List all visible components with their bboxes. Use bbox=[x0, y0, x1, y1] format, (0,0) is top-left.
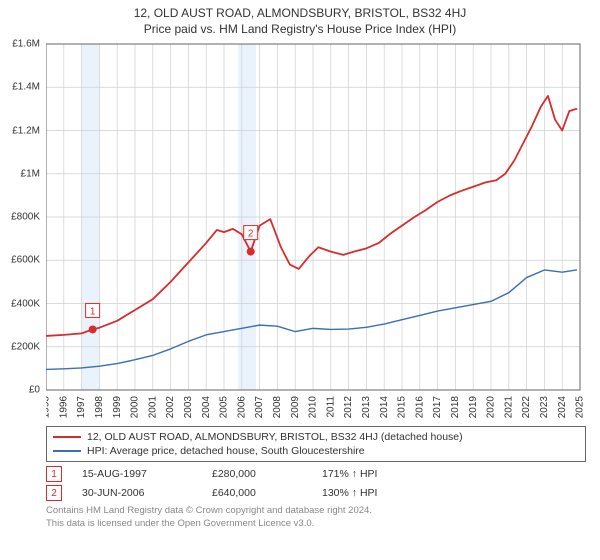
x-tick-label: 2013 bbox=[361, 396, 372, 419]
x-tick-label: 2016 bbox=[414, 396, 425, 419]
x-tick-label: 2010 bbox=[308, 396, 319, 419]
legend-swatch bbox=[53, 450, 81, 452]
x-tick-label: 2024 bbox=[557, 396, 568, 419]
y-tick-label: £400K bbox=[11, 298, 40, 309]
sale-marker-number: 1 bbox=[90, 306, 96, 317]
legend: 12, OLD AUST ROAD, ALMONDSBURY, BRISTOL,… bbox=[46, 426, 586, 462]
x-tick-label: 1995 bbox=[46, 396, 52, 419]
y-tick-label: £1.2M bbox=[12, 125, 40, 136]
sale-date: 30-JUN-2006 bbox=[82, 487, 192, 499]
legend-label: HPI: Average price, detached house, Sout… bbox=[87, 444, 365, 458]
series-hpi bbox=[46, 270, 576, 369]
x-tick-label: 1998 bbox=[94, 396, 105, 419]
sale-date: 15-AUG-1997 bbox=[82, 468, 192, 480]
sale-row: 1 15-AUG-1997 £280,000 171% ↑ HPI bbox=[46, 466, 592, 482]
chart-svg: 1995 1996 1997 1998 1999 2000 2001 2002 2003 2004… bbox=[46, 40, 586, 420]
x-tick-label: 2001 bbox=[147, 396, 158, 419]
x-tick-label: 2006 bbox=[236, 396, 247, 419]
x-tick-label: 2022 bbox=[521, 396, 532, 419]
sale-vs-hpi: 130% ↑ HPI bbox=[322, 487, 432, 499]
y-tick-label: £800K bbox=[11, 212, 40, 223]
x-tick-label: 1996 bbox=[58, 396, 69, 419]
x-tick-label: 1999 bbox=[112, 396, 123, 419]
chart-container: 12, OLD AUST ROAD, ALMONDSBURY, BRISTOL,… bbox=[0, 0, 600, 560]
x-tick-label: 1997 bbox=[76, 396, 87, 419]
x-tick-label: 2008 bbox=[272, 396, 283, 419]
legend-item: HPI: Average price, detached house, Sout… bbox=[53, 444, 579, 458]
x-tick-label: 2005 bbox=[219, 396, 230, 419]
sale-marker-dot bbox=[247, 248, 255, 256]
y-tick-label: £1.4M bbox=[12, 82, 40, 93]
chart-plot-area: 1995 1996 1997 1998 1999 2000 2001 2002 2003 2004… bbox=[46, 40, 586, 420]
x-tick-label: 2019 bbox=[468, 396, 479, 419]
x-tick-label: 2003 bbox=[183, 396, 194, 419]
x-tick-label: 2000 bbox=[130, 396, 141, 419]
x-tick-label: 2020 bbox=[486, 396, 497, 419]
x-tick-label: 2015 bbox=[397, 396, 408, 419]
sales-table: 1 15-AUG-1997 £280,000 171% ↑ HPI 2 30-JUN-20… bbox=[46, 466, 592, 501]
credits-line: Contains HM Land Registry data © Crown c… bbox=[46, 505, 592, 517]
sale-price: £640,000 bbox=[212, 487, 302, 499]
series-price_paid bbox=[46, 96, 576, 336]
legend-label: 12, OLD AUST ROAD, ALMONDSBURY, BRISTOL,… bbox=[87, 430, 463, 444]
x-tick-label: 2002 bbox=[165, 396, 176, 419]
y-tick-label: £0 bbox=[29, 385, 40, 396]
y-tick-label: £200K bbox=[11, 341, 40, 352]
sale-row: 2 30-JUN-2006 £640,000 130% ↑ HPI bbox=[46, 485, 592, 501]
x-tick-label: 2023 bbox=[539, 396, 550, 419]
y-tick-label: £1.6M bbox=[12, 39, 40, 50]
chart-title: 12, OLD AUST ROAD, ALMONDSBURY, BRISTOL,… bbox=[8, 6, 592, 20]
x-tick-label: 2004 bbox=[201, 396, 212, 419]
sale-marker-badge: 2 bbox=[46, 485, 62, 501]
x-tick-label: 2011 bbox=[325, 396, 336, 418]
x-tick-label: 2021 bbox=[503, 396, 514, 419]
credits-line: This data is licensed under the Open Gov… bbox=[46, 518, 592, 530]
legend-swatch bbox=[53, 436, 81, 438]
x-tick-label: 2009 bbox=[290, 396, 301, 419]
x-tick-label: 2012 bbox=[343, 396, 354, 419]
chart-subtitle: Price paid vs. HM Land Registry's House … bbox=[8, 22, 592, 36]
x-tick-label: 2025 bbox=[575, 396, 586, 419]
credits: Contains HM Land Registry data © Crown c… bbox=[46, 505, 592, 530]
legend-item: 12, OLD AUST ROAD, ALMONDSBURY, BRISTOL,… bbox=[53, 430, 579, 444]
sale-marker-number: 2 bbox=[248, 229, 254, 240]
x-tick-label: 2017 bbox=[432, 396, 443, 419]
x-tick-label: 2014 bbox=[379, 396, 390, 419]
x-tick-label: 2007 bbox=[254, 396, 265, 419]
x-tick-label: 2018 bbox=[450, 396, 461, 419]
sale-marker-badge: 1 bbox=[46, 466, 62, 482]
y-tick-label: £600K bbox=[11, 255, 40, 266]
sale-price: £280,000 bbox=[212, 468, 302, 480]
y-tick-label: £1M bbox=[21, 168, 40, 179]
sale-marker-dot bbox=[89, 325, 97, 333]
sale-vs-hpi: 171% ↑ HPI bbox=[322, 468, 432, 480]
